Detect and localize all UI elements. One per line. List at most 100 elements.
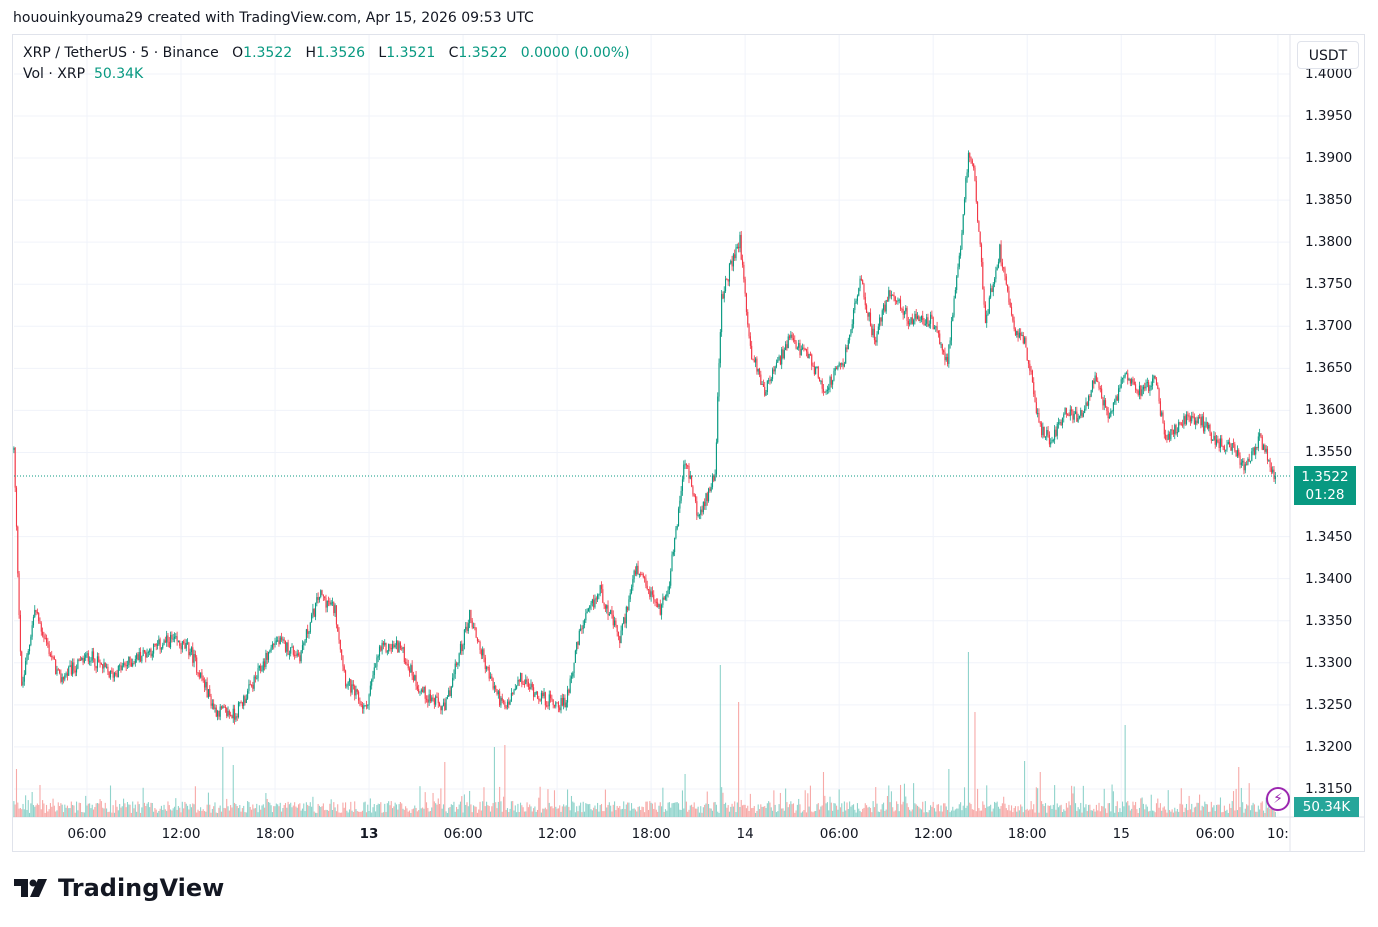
volume-bar xyxy=(772,810,774,817)
candle-body xyxy=(632,579,634,587)
candle-body xyxy=(1098,382,1100,389)
candle-body xyxy=(290,647,292,654)
volume-bar xyxy=(163,804,165,817)
volume-bar xyxy=(1061,812,1064,817)
candle-body xyxy=(342,655,344,667)
volume-bar xyxy=(897,803,899,817)
volume-bar xyxy=(1114,812,1116,817)
currency-button[interactable]: USDT xyxy=(1297,41,1359,69)
candle-body xyxy=(829,376,831,388)
volume-bar xyxy=(927,812,929,817)
candle-body xyxy=(1204,425,1206,432)
candle-body xyxy=(542,692,544,697)
candle-body xyxy=(999,244,1001,262)
volume-bar xyxy=(830,802,832,817)
candle-body xyxy=(62,677,65,680)
candle-body xyxy=(1001,262,1003,268)
volume-bar xyxy=(120,807,122,817)
volume-label[interactable]: Vol · XRP xyxy=(23,66,86,82)
candle-body xyxy=(408,668,411,673)
volume-bar xyxy=(89,803,91,817)
volume-bar xyxy=(1168,810,1171,817)
volume-bar xyxy=(543,808,545,817)
candle-body xyxy=(1048,434,1050,445)
lightning-bolt-icon[interactable]: ⚡ xyxy=(1266,787,1290,811)
volume-bar xyxy=(702,807,704,817)
candle-body xyxy=(433,698,435,705)
volume-bar xyxy=(519,802,522,817)
volume-bar xyxy=(458,804,460,817)
candle-body xyxy=(76,668,78,673)
candle-body xyxy=(937,330,939,334)
candle-body xyxy=(773,369,775,372)
volume-bar xyxy=(867,807,869,817)
candle-body xyxy=(373,667,375,676)
volume-bar xyxy=(236,806,238,817)
volume-bar xyxy=(305,802,307,817)
volume-bar xyxy=(1174,807,1176,817)
volume-bar xyxy=(590,809,592,817)
volume-bar xyxy=(965,807,967,817)
candle-body xyxy=(927,317,929,327)
volume-bar xyxy=(1090,810,1092,817)
candle-body xyxy=(436,696,438,698)
volume-bar xyxy=(586,803,588,817)
volume-bar xyxy=(1029,809,1031,817)
candle-body xyxy=(1212,439,1214,441)
volume-bar xyxy=(1179,803,1181,817)
symbol-label[interactable]: XRP / TetherUS · 5 · Binance xyxy=(23,45,219,61)
volume-bar xyxy=(1057,807,1060,817)
candle-body xyxy=(807,351,809,359)
volume-bar xyxy=(914,803,916,817)
volume-bar xyxy=(971,809,973,817)
candle-body xyxy=(372,675,374,680)
volume-bar xyxy=(838,789,840,817)
candle-body xyxy=(1234,444,1236,451)
candle-body xyxy=(732,254,734,267)
volume-bar xyxy=(526,802,528,817)
volume-bar xyxy=(1170,811,1172,817)
tradingview-logo-icon xyxy=(14,879,47,897)
tradingview-logo[interactable]: TradingView xyxy=(14,874,224,902)
candle-body xyxy=(700,509,702,515)
candle-body xyxy=(1175,425,1177,434)
volume-bar xyxy=(250,809,253,817)
candle-body xyxy=(1135,384,1137,390)
candle-body xyxy=(66,673,68,676)
candle-body xyxy=(442,702,445,706)
volume-bar xyxy=(795,810,797,817)
candle-body xyxy=(952,315,954,322)
volume-bar xyxy=(1167,790,1169,817)
candle-body xyxy=(550,694,552,699)
candle-body xyxy=(983,289,985,305)
volume-bar xyxy=(66,805,68,817)
volume-bar xyxy=(1086,811,1088,817)
candle-body xyxy=(1197,417,1199,424)
candle-body xyxy=(330,602,332,605)
volume-bar xyxy=(516,812,518,817)
candle-body xyxy=(1201,416,1203,426)
candle-body xyxy=(822,388,825,392)
candle-body xyxy=(146,653,148,658)
candle-body xyxy=(595,598,597,600)
volume-bar xyxy=(217,812,219,817)
volume-bar xyxy=(331,809,334,817)
volume-bar xyxy=(59,806,61,817)
volume-bar xyxy=(243,805,245,817)
volume-bar xyxy=(82,812,84,817)
candle-body xyxy=(141,656,143,662)
volume-bar xyxy=(764,806,766,817)
candle-body xyxy=(1195,420,1197,425)
volume-bar xyxy=(60,803,62,817)
candle-body xyxy=(939,333,941,345)
volume-bar xyxy=(1183,812,1185,817)
volume-bar xyxy=(684,774,686,817)
volume-bar xyxy=(668,802,670,817)
candle-body xyxy=(616,625,618,632)
candle-body xyxy=(95,666,97,669)
volume-bar xyxy=(136,811,138,817)
volume-bar xyxy=(31,792,33,817)
volume-bar xyxy=(436,804,438,817)
volume-bar xyxy=(825,803,827,817)
